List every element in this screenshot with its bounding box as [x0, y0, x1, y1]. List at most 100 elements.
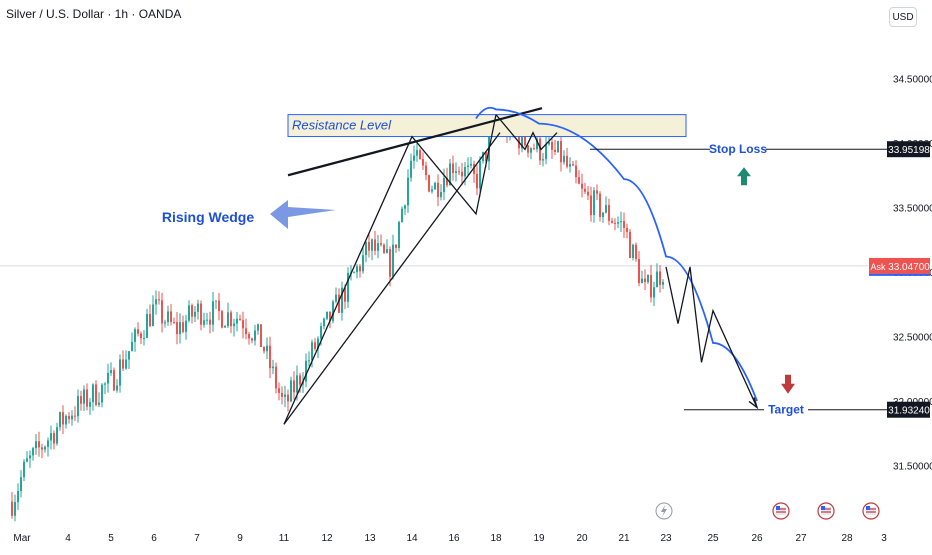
candle-body — [548, 142, 550, 145]
x-tick-label: 7 — [194, 533, 200, 544]
candle-body — [392, 244, 394, 277]
x-tick-label: 12 — [321, 533, 333, 544]
candle-body — [623, 221, 625, 228]
candle-body — [206, 319, 208, 321]
candle-body — [413, 155, 415, 161]
candle-body — [593, 190, 595, 216]
candle-body — [374, 239, 376, 251]
candle-body — [578, 177, 580, 184]
candle-body — [590, 195, 592, 216]
candle-body — [266, 345, 268, 352]
candle-body — [128, 351, 130, 360]
candle-body — [125, 359, 127, 369]
candle-body — [347, 272, 349, 302]
candle-body — [38, 441, 40, 448]
candle-body — [287, 394, 289, 402]
candle-body — [134, 329, 136, 342]
candle-body — [254, 330, 256, 341]
projection-arrowhead — [748, 397, 759, 410]
x-tick-label: Mar — [13, 533, 31, 544]
x-tick-label: 14 — [406, 533, 418, 544]
candlestick-series — [11, 113, 664, 522]
candle-body — [110, 370, 112, 373]
candle-body — [149, 314, 151, 327]
candle-body — [113, 370, 115, 391]
candle-body — [401, 208, 403, 223]
candle-body — [377, 243, 379, 251]
candle-body — [332, 301, 334, 322]
candle-body — [320, 326, 322, 339]
candle-body — [293, 380, 295, 393]
candle-body — [197, 303, 199, 312]
x-tick-label: 19 — [533, 533, 545, 544]
candle-body — [14, 502, 16, 516]
candle-body — [440, 192, 442, 198]
down-arrow-icon — [781, 374, 795, 394]
candle-body — [407, 177, 409, 206]
candle-body — [470, 163, 472, 166]
candle-body — [11, 501, 13, 516]
candle-body — [155, 299, 157, 305]
candle-body — [47, 440, 49, 447]
candle-body — [209, 319, 211, 325]
candle-body — [581, 183, 583, 189]
us-flag-field — [821, 507, 831, 515]
x-tick-label: 26 — [751, 533, 763, 544]
symbol-title[interactable]: Silver / U.S. Dollar · 1h · OANDA — [6, 7, 182, 21]
candle-body — [611, 220, 613, 223]
candle-body — [245, 328, 247, 335]
x-tick-label: 16 — [448, 533, 460, 544]
candle-body — [116, 385, 118, 391]
candle-body — [251, 338, 253, 341]
candle-body — [152, 304, 154, 327]
candle-body — [536, 138, 538, 150]
candle-body — [62, 412, 64, 425]
y-tick-label: 34.50000 — [893, 75, 932, 86]
arc-curve — [475, 106, 758, 402]
candle-body — [269, 345, 271, 369]
x-tick-label: 5 — [108, 533, 114, 544]
candle-body — [587, 191, 589, 196]
candle-body — [65, 415, 67, 425]
currency-button[interactable]: USD — [889, 7, 917, 27]
candle-body — [560, 141, 562, 163]
candle-body — [437, 182, 439, 198]
candle-body — [305, 360, 307, 382]
candle-body — [170, 311, 172, 323]
x-tick-label: 6 — [151, 533, 157, 544]
candle-body — [50, 433, 52, 441]
candle-body — [29, 455, 31, 459]
candle-body — [620, 221, 622, 223]
candle-body — [362, 255, 364, 272]
y-tick-label: 33.50000 — [893, 204, 932, 215]
candle-body — [86, 389, 88, 407]
candle-body — [617, 222, 619, 224]
stop-loss-label-bg — [710, 139, 766, 158]
target-price-tag: 31.93240 — [887, 401, 930, 418]
x-tick-label: 11 — [279, 533, 290, 544]
candle-body — [638, 258, 640, 284]
candle-body — [191, 305, 193, 317]
candle-body — [629, 231, 631, 258]
candle-body — [446, 178, 448, 186]
candle-body — [416, 150, 418, 156]
candle-body — [233, 323, 235, 327]
ask-price-bg — [887, 257, 930, 274]
candle-body — [554, 149, 556, 152]
candle-body — [80, 396, 82, 404]
candle-body — [173, 322, 175, 324]
candle-body — [626, 227, 628, 232]
candle-body — [290, 380, 292, 402]
candle-body — [161, 300, 163, 324]
x-tick-label: 21 — [618, 533, 630, 544]
candle-body — [179, 322, 181, 335]
candle-body — [344, 287, 346, 302]
candle-body — [119, 359, 121, 386]
candle-body — [605, 205, 607, 213]
candle-body — [98, 402, 100, 405]
ask-price-text: 33.04700 — [888, 262, 930, 273]
x-tick-label: 18 — [490, 533, 502, 544]
candle-body — [419, 150, 421, 160]
